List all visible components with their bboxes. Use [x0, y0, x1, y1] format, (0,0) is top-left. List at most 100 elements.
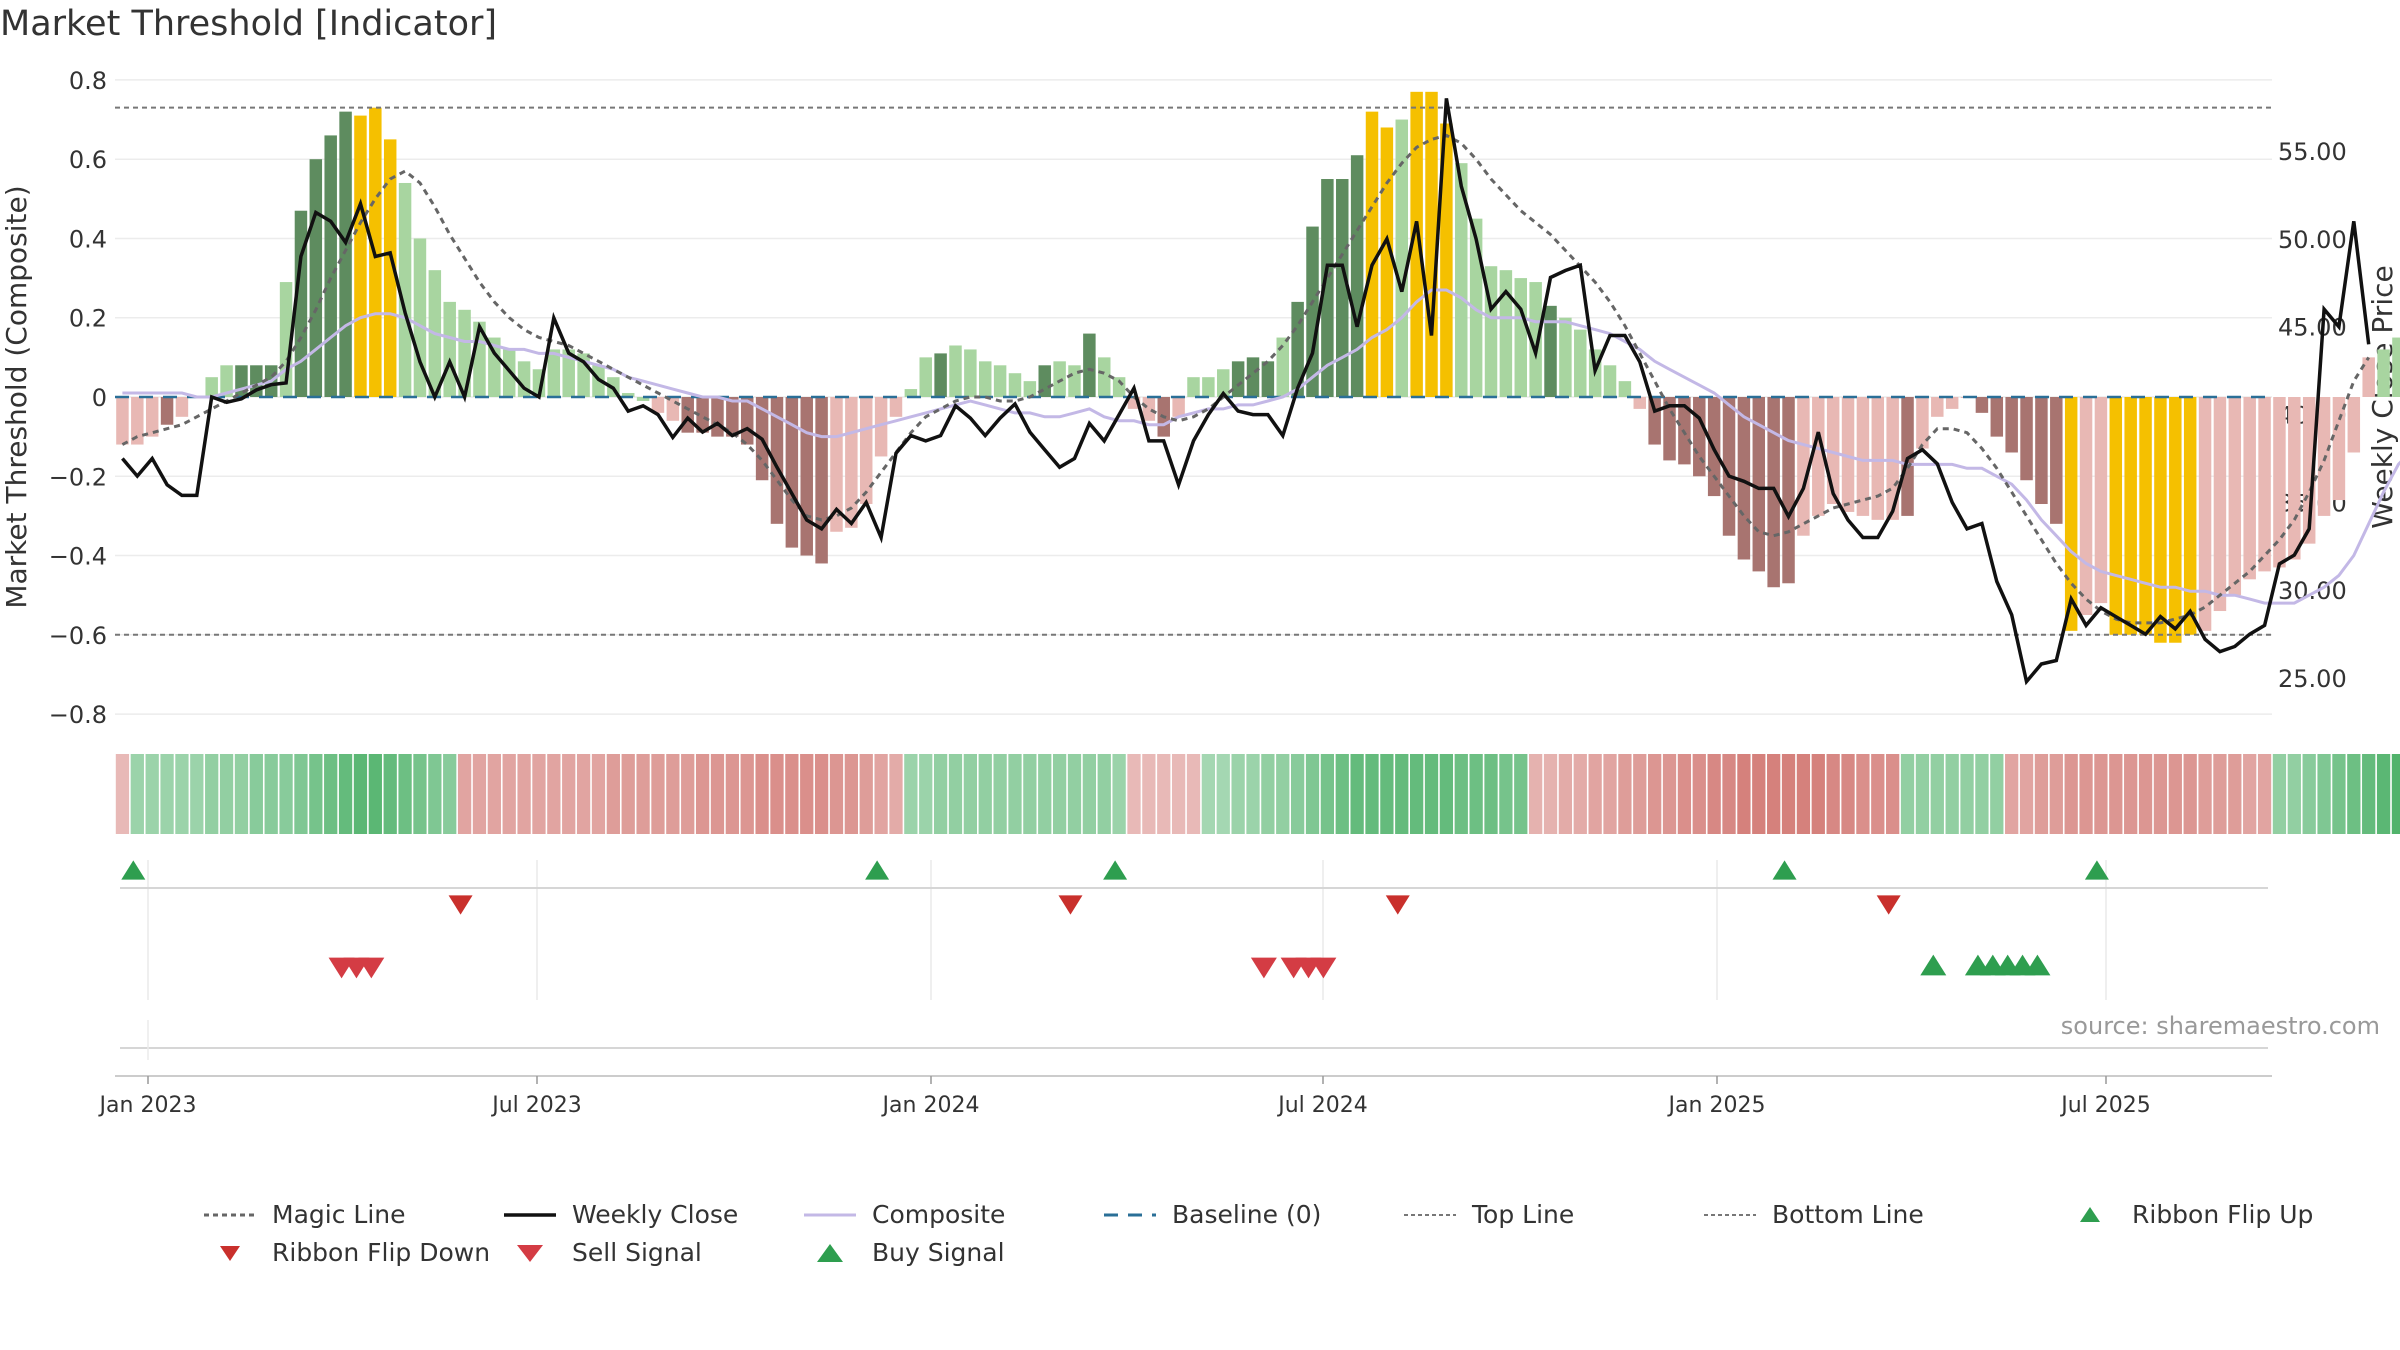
- ribbon-segment: [1737, 754, 1751, 834]
- y-tick-label: −0.4: [49, 543, 107, 571]
- ribbon-segment: [2005, 754, 2019, 834]
- y-tick-label: 0.2: [69, 305, 107, 333]
- composite-bar: [2392, 337, 2400, 397]
- ribbon-segment: [1841, 754, 1855, 834]
- ribbon-segment: [1618, 754, 1632, 834]
- ribbon-segment: [2347, 754, 2361, 834]
- ribbon-segment: [160, 754, 174, 834]
- ribbon-segment: [1365, 754, 1379, 834]
- ribbon-segment: [1469, 754, 1483, 834]
- composite-bar: [845, 397, 858, 528]
- ribbon-segment: [1350, 754, 1364, 834]
- ribbon-segment: [1008, 754, 1022, 834]
- ribbon-segment: [1648, 754, 1662, 834]
- composite-bar: [2154, 397, 2167, 643]
- legend-label: Buy Signal: [872, 1238, 1005, 1267]
- buy-signal-marker: [2084, 860, 2109, 880]
- ribbon-segment: [1082, 754, 1097, 834]
- ribbon-segment: [1990, 754, 2004, 834]
- composite-bar: [1931, 397, 1944, 417]
- composite-bar: [1871, 397, 1885, 520]
- composite-bar: [1975, 397, 1989, 413]
- legend-symbol: [817, 1243, 843, 1262]
- ribbon-segment: [1707, 754, 1721, 834]
- composite-bar: [131, 397, 144, 445]
- y-tick-label: −0.6: [49, 622, 107, 650]
- composite-bar: [651, 397, 665, 413]
- composite-bar: [874, 397, 888, 457]
- y2-tick-label: 30.00: [2278, 577, 2347, 605]
- legend-symbol: [504, 1212, 556, 1217]
- composite-bar: [309, 159, 323, 397]
- ribbon-segment: [309, 754, 323, 834]
- legend-symbol: [517, 1244, 543, 1262]
- source-credit: source: sharemaestro.com: [2060, 1012, 2380, 1040]
- composite-bar: [1291, 301, 1304, 397]
- ribbon-segment: [368, 754, 382, 834]
- ribbon-segment: [874, 754, 888, 834]
- ribbon-segment: [532, 754, 546, 834]
- ribbon-segment: [294, 754, 308, 834]
- ribbon-segment: [2049, 754, 2063, 834]
- composite-bar: [2020, 397, 2033, 481]
- composite-bar: [1276, 337, 1289, 397]
- ribbon-segment: [190, 754, 204, 834]
- ribbon-segment: [710, 754, 725, 834]
- ribbon-segment: [2391, 754, 2400, 834]
- legend-item-bottom: Bottom Line: [1700, 1200, 1924, 1229]
- ribbon-segment: [2198, 754, 2212, 834]
- composite-bar: [1618, 381, 1632, 397]
- legend-label: Baseline (0): [1172, 1200, 1322, 1229]
- composite-bar: [547, 349, 561, 397]
- ribbon-segment: [695, 754, 710, 834]
- composite-bar: [1380, 127, 1394, 398]
- ribbon-segment: [1157, 754, 1171, 834]
- composite-bar: [2377, 349, 2390, 397]
- ribbon-segment: [681, 754, 695, 834]
- ribbon-segment: [2064, 754, 2078, 834]
- ribbon-flip-up-marker: [2024, 954, 2051, 976]
- composite-bar: [2124, 397, 2137, 635]
- composite-bar: [1559, 317, 1572, 397]
- composite-bar: [1440, 123, 1453, 398]
- ribbon-flip-down-marker: [1385, 895, 1410, 915]
- x-tick-label: Jul 2025: [2059, 1093, 2151, 1118]
- ribbon-segment: [963, 754, 977, 834]
- ribbon-segment: [1499, 754, 1513, 834]
- composite-bar: [1365, 111, 1379, 397]
- ribbon-segment: [725, 754, 739, 834]
- composite-bar: [1112, 377, 1126, 397]
- legend-item-top: Top Line: [1400, 1200, 1574, 1229]
- ribbon-segment: [2302, 754, 2316, 834]
- legend-label: Bottom Line: [1772, 1200, 1924, 1229]
- ribbon-segment: [740, 754, 754, 834]
- ribbon-segment: [1573, 754, 1587, 834]
- x-tick-label: Jul 2023: [490, 1093, 582, 1118]
- ribbon-flip-down-marker: [1058, 895, 1083, 915]
- ribbon-segment: [844, 754, 858, 834]
- composite-bar: [205, 377, 218, 397]
- ribbon-segment: [2332, 754, 2346, 834]
- ribbon-segment: [1201, 754, 1216, 834]
- composite-bar: [145, 397, 159, 437]
- composite-bar: [1231, 361, 1245, 397]
- ribbon-segment: [1588, 754, 1602, 834]
- composite-bar: [1469, 218, 1483, 397]
- ribbon-segment: [1142, 754, 1156, 834]
- ribbon-segment: [1886, 754, 1900, 834]
- ribbon-flip-down-marker: [448, 895, 473, 915]
- buy-signal-marker: [1103, 860, 1128, 880]
- ribbon-segment: [1930, 754, 1944, 834]
- composite-bar: [2332, 397, 2346, 501]
- composite-bar: [1574, 329, 1587, 397]
- composite-bar: [220, 365, 233, 397]
- ribbon-segment: [115, 754, 130, 834]
- ribbon-segment: [2124, 754, 2138, 834]
- composite-bar: [785, 397, 799, 548]
- composite-bar: [2258, 397, 2271, 572]
- ribbon-segment: [502, 754, 516, 834]
- ribbon-segment: [1246, 754, 1260, 834]
- ribbon-segment: [517, 754, 531, 834]
- ribbon-segment: [651, 754, 665, 834]
- composite-bar: [979, 361, 992, 397]
